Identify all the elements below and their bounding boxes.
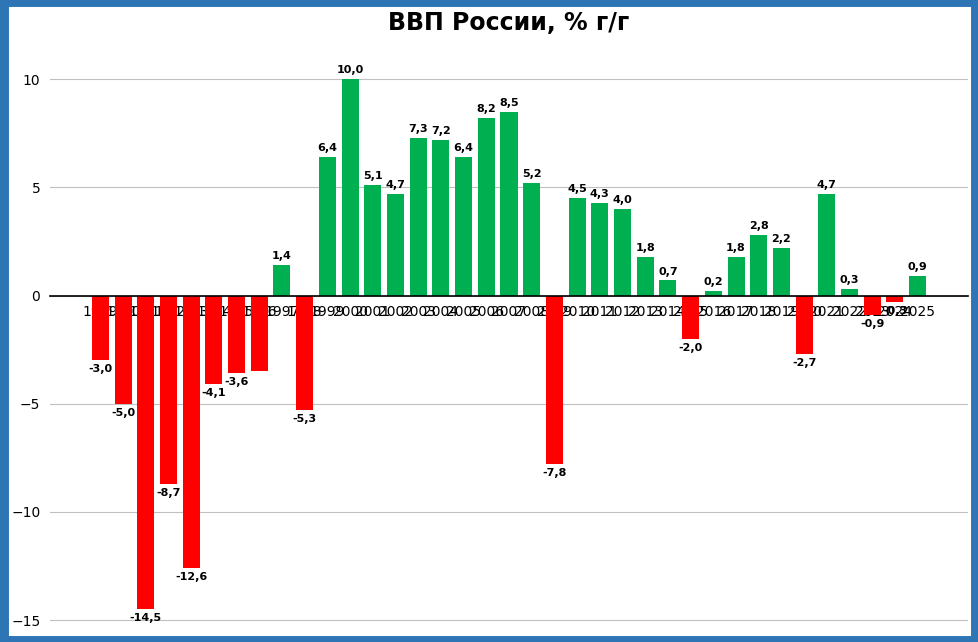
Bar (613, 209, 631, 295)
Text: -2,7: -2,7 (791, 358, 816, 368)
Bar (341, 79, 358, 295)
Text: 6,4: 6,4 (317, 143, 337, 153)
Bar (795, 295, 812, 354)
Bar (183, 295, 200, 568)
Bar (818, 194, 834, 295)
Bar (364, 186, 380, 295)
Text: -0,9: -0,9 (860, 319, 883, 329)
Bar (568, 198, 585, 295)
Text: -14,5: -14,5 (129, 613, 161, 623)
Text: 1,4: 1,4 (272, 252, 291, 261)
Bar (409, 137, 426, 295)
Bar (727, 257, 744, 295)
Bar (749, 235, 767, 295)
Bar (455, 157, 471, 295)
Bar (273, 265, 290, 295)
Bar (295, 295, 313, 410)
Text: 8,2: 8,2 (476, 104, 496, 114)
Text: 8,5: 8,5 (499, 98, 518, 108)
Text: 7,3: 7,3 (408, 124, 427, 134)
Bar (92, 295, 109, 360)
Text: -2,0: -2,0 (678, 343, 702, 352)
Bar (636, 257, 653, 295)
Bar (386, 194, 404, 295)
Bar (137, 295, 155, 609)
Bar (591, 202, 607, 295)
Text: 4,7: 4,7 (385, 180, 405, 190)
Bar (228, 295, 244, 374)
Bar (659, 281, 676, 295)
Text: -3,6: -3,6 (224, 377, 248, 387)
Bar (477, 118, 494, 295)
Text: 0,2: 0,2 (703, 277, 723, 288)
Bar (909, 276, 925, 295)
Text: 1,8: 1,8 (726, 243, 745, 253)
Text: 5,1: 5,1 (363, 171, 382, 181)
Text: 4,7: 4,7 (816, 180, 836, 190)
Text: -0,3: -0,3 (882, 306, 906, 316)
Bar (522, 183, 540, 295)
Bar (250, 295, 268, 371)
Text: -5,3: -5,3 (292, 414, 317, 424)
Bar (500, 112, 517, 295)
Bar (885, 295, 903, 302)
Text: 0,3: 0,3 (839, 275, 859, 285)
Text: -5,0: -5,0 (111, 408, 135, 418)
Bar (159, 295, 177, 484)
Text: 4,0: 4,0 (612, 195, 632, 205)
Text: -3,0: -3,0 (88, 365, 112, 374)
Text: 5,2: 5,2 (521, 169, 541, 179)
Text: 0,7: 0,7 (657, 266, 677, 277)
Bar (432, 140, 449, 295)
Text: 10,0: 10,0 (336, 65, 363, 75)
Bar (205, 295, 222, 385)
Text: 4,3: 4,3 (590, 189, 609, 198)
Bar (682, 295, 698, 339)
Text: 4,5: 4,5 (566, 184, 587, 195)
Text: 2,8: 2,8 (748, 221, 768, 231)
Bar (546, 295, 562, 464)
Bar (319, 157, 335, 295)
Bar (863, 295, 880, 315)
Bar (114, 295, 131, 404)
Text: 6,4: 6,4 (453, 143, 473, 153)
Text: -8,7: -8,7 (156, 488, 180, 498)
Text: -4,1: -4,1 (201, 388, 226, 398)
Bar (840, 289, 857, 295)
Text: 2,2: 2,2 (771, 234, 790, 244)
Text: 0,9: 0,9 (907, 262, 926, 272)
Bar (772, 248, 789, 295)
Text: -12,6: -12,6 (175, 572, 207, 582)
Text: 7,2: 7,2 (430, 126, 450, 136)
Text: 1,8: 1,8 (635, 243, 654, 253)
Text: -7,8: -7,8 (542, 468, 566, 478)
Bar (704, 291, 721, 295)
Title: ВВП России, % г/г: ВВП России, % г/г (388, 11, 629, 35)
